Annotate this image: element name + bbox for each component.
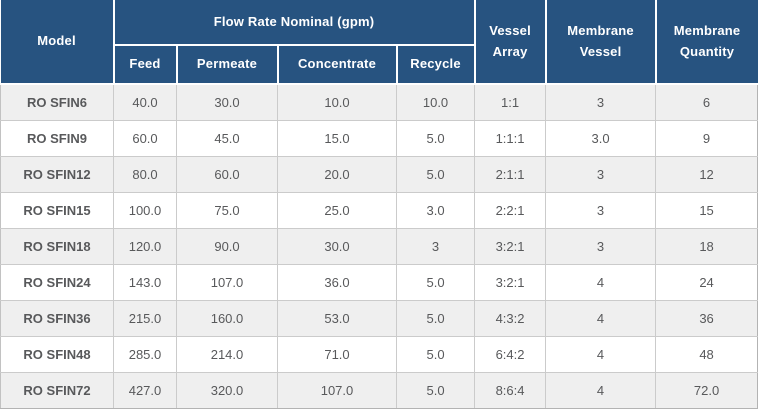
header-membrane-quantity: Membrane Quantity bbox=[654, 0, 758, 85]
cell-feed: 40.0 bbox=[113, 83, 177, 121]
header-vessel-array: Vessel Array bbox=[473, 0, 547, 85]
header-concentrate: Concentrate bbox=[276, 43, 398, 86]
cell-permeate: 30.0 bbox=[176, 83, 278, 121]
cell-membrane-vessel: 4 bbox=[545, 264, 657, 301]
cell-membrane-vessel: 4 bbox=[545, 372, 657, 409]
table-row: RO SFIN24 143.0 107.0 36.0 5.0 3:2:1 4 2… bbox=[0, 264, 759, 301]
cell-recycle: 3.0 bbox=[395, 192, 476, 229]
cell-model: RO SFIN9 bbox=[0, 120, 114, 157]
cell-membrane-quantity: 24 bbox=[655, 264, 759, 301]
cell-membrane-quantity: 36 bbox=[655, 300, 759, 337]
cell-vessel-array: 2:1:1 bbox=[474, 156, 547, 193]
table-row: RO SFIN15 100.0 75.0 25.0 3.0 2:2:1 3 15 bbox=[0, 192, 759, 229]
cell-concentrate: 30.0 bbox=[277, 228, 397, 265]
cell-membrane-vessel: 3 bbox=[545, 192, 657, 229]
cell-vessel-array: 1:1 bbox=[474, 83, 547, 121]
cell-permeate: 107.0 bbox=[176, 264, 278, 301]
header-permeate: Permeate bbox=[175, 43, 279, 86]
table-body: RO SFIN6 40.0 30.0 10.0 10.0 1:1 3 6 RO … bbox=[0, 83, 759, 409]
table-row: RO SFIN36 215.0 160.0 53.0 5.0 4:3:2 4 3… bbox=[0, 300, 759, 337]
cell-vessel-array: 6:4:2 bbox=[474, 336, 547, 373]
cell-recycle: 5.0 bbox=[395, 156, 476, 193]
cell-model: RO SFIN36 bbox=[0, 300, 114, 337]
cell-membrane-vessel: 3.0 bbox=[545, 120, 657, 157]
cell-membrane-vessel: 3 bbox=[545, 83, 657, 121]
cell-membrane-quantity: 18 bbox=[655, 228, 759, 265]
cell-feed: 427.0 bbox=[113, 372, 177, 409]
cell-model: RO SFIN6 bbox=[0, 83, 114, 121]
cell-feed: 143.0 bbox=[113, 264, 177, 301]
header-model: Model bbox=[0, 0, 115, 85]
cell-permeate: 214.0 bbox=[176, 336, 278, 373]
cell-vessel-array: 2:2:1 bbox=[474, 192, 547, 229]
cell-vessel-array: 1:1:1 bbox=[474, 120, 547, 157]
cell-concentrate: 10.0 bbox=[277, 83, 397, 121]
cell-feed: 215.0 bbox=[113, 300, 177, 337]
cell-model: RO SFIN48 bbox=[0, 336, 114, 373]
cell-recycle: 5.0 bbox=[395, 120, 476, 157]
cell-model: RO SFIN24 bbox=[0, 264, 114, 301]
cell-recycle: 5.0 bbox=[395, 264, 476, 301]
cell-model: RO SFIN18 bbox=[0, 228, 114, 265]
header-membrane-vessel: Membrane Vessel bbox=[544, 0, 657, 85]
cell-vessel-array: 8:6:4 bbox=[474, 372, 547, 409]
cell-model: RO SFIN15 bbox=[0, 192, 114, 229]
table-row: RO SFIN12 80.0 60.0 20.0 5.0 2:1:1 3 12 bbox=[0, 156, 759, 193]
cell-membrane-quantity: 48 bbox=[655, 336, 759, 373]
cell-concentrate: 15.0 bbox=[277, 120, 397, 157]
cell-recycle: 5.0 bbox=[395, 372, 476, 409]
cell-feed: 60.0 bbox=[113, 120, 177, 157]
cell-concentrate: 20.0 bbox=[277, 156, 397, 193]
cell-concentrate: 107.0 bbox=[277, 372, 397, 409]
cell-recycle: 5.0 bbox=[395, 300, 476, 337]
cell-membrane-vessel: 4 bbox=[545, 336, 657, 373]
cell-feed: 285.0 bbox=[113, 336, 177, 373]
header-feed: Feed bbox=[113, 43, 178, 86]
cell-vessel-array: 3:2:1 bbox=[474, 228, 547, 265]
header-recycle: Recycle bbox=[395, 43, 476, 86]
table-row: RO SFIN72 427.0 320.0 107.0 5.0 8:6:4 4 … bbox=[0, 372, 759, 409]
cell-model: RO SFIN72 bbox=[0, 372, 114, 409]
cell-model: RO SFIN12 bbox=[0, 156, 114, 193]
cell-membrane-vessel: 3 bbox=[545, 228, 657, 265]
table-row: RO SFIN18 120.0 90.0 30.0 3 3:2:1 3 18 bbox=[0, 228, 759, 265]
cell-membrane-quantity: 9 bbox=[655, 120, 759, 157]
cell-feed: 80.0 bbox=[113, 156, 177, 193]
table-row: RO SFIN9 60.0 45.0 15.0 5.0 1:1:1 3.0 9 bbox=[0, 120, 759, 157]
cell-vessel-array: 4:3:2 bbox=[474, 300, 547, 337]
cell-membrane-quantity: 12 bbox=[655, 156, 759, 193]
cell-feed: 100.0 bbox=[113, 192, 177, 229]
cell-recycle: 5.0 bbox=[395, 336, 476, 373]
cell-concentrate: 25.0 bbox=[277, 192, 397, 229]
header-flow-rate-group: Flow Rate Nominal (gpm) bbox=[112, 0, 476, 46]
cell-permeate: 320.0 bbox=[176, 372, 278, 409]
table-row: RO SFIN6 40.0 30.0 10.0 10.0 1:1 3 6 bbox=[0, 83, 759, 121]
cell-recycle: 3 bbox=[395, 228, 476, 265]
cell-membrane-quantity: 72.0 bbox=[655, 372, 759, 409]
cell-recycle: 10.0 bbox=[395, 83, 476, 121]
cell-membrane-vessel: 3 bbox=[545, 156, 657, 193]
cell-membrane-vessel: 4 bbox=[545, 300, 657, 337]
cell-membrane-quantity: 6 bbox=[655, 83, 759, 121]
cell-permeate: 60.0 bbox=[176, 156, 278, 193]
cell-vessel-array: 3:2:1 bbox=[474, 264, 547, 301]
cell-permeate: 90.0 bbox=[176, 228, 278, 265]
cell-concentrate: 36.0 bbox=[277, 264, 397, 301]
table-row: RO SFIN48 285.0 214.0 71.0 5.0 6:4:2 4 4… bbox=[0, 336, 759, 373]
cell-concentrate: 53.0 bbox=[277, 300, 397, 337]
table-header: Model Flow Rate Nominal (gpm) Vessel Arr… bbox=[0, 0, 758, 86]
cell-membrane-quantity: 15 bbox=[655, 192, 759, 229]
cell-concentrate: 71.0 bbox=[277, 336, 397, 373]
cell-permeate: 45.0 bbox=[176, 120, 278, 157]
cell-permeate: 160.0 bbox=[176, 300, 278, 337]
cell-feed: 120.0 bbox=[113, 228, 177, 265]
cell-permeate: 75.0 bbox=[176, 192, 278, 229]
